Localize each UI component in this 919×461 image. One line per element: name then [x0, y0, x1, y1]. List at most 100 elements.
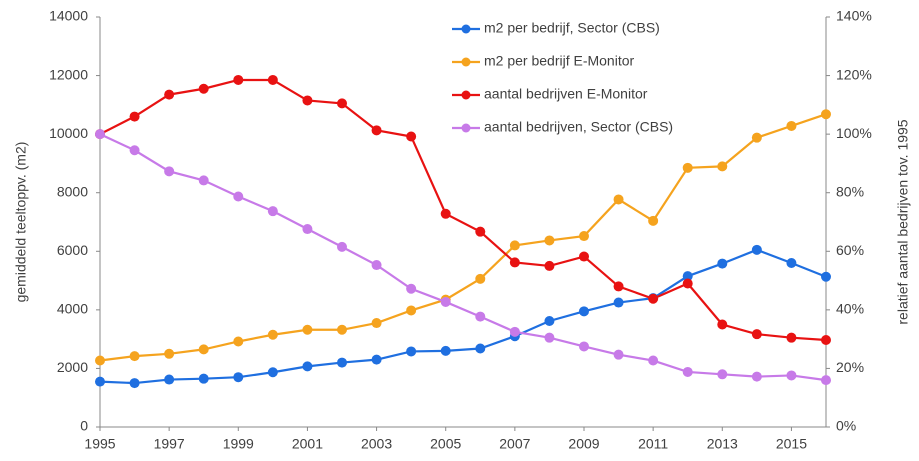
point [821, 375, 831, 386]
point [164, 166, 175, 177]
point [164, 89, 175, 100]
point [579, 231, 589, 242]
point [475, 343, 486, 354]
series-line [99, 78, 827, 342]
point [95, 376, 105, 387]
point [198, 344, 209, 355]
legend-marker [461, 57, 471, 67]
point [371, 354, 382, 365]
x-tick-label: 2015 [776, 436, 807, 452]
y2-tick-label: 100% [836, 125, 872, 141]
point [233, 372, 244, 383]
point [267, 206, 278, 217]
point [544, 260, 555, 271]
point [337, 324, 347, 335]
y-tick-label: 10000 [49, 125, 88, 141]
y-tick-label: 6000 [57, 242, 88, 258]
series-line [99, 133, 827, 382]
point [233, 191, 244, 202]
legend-label: aantal bedrijven E-Monitor [484, 86, 648, 102]
point [648, 215, 659, 226]
y2-axis-label: relatief aantal bedrijven tov. 1995 [895, 119, 911, 324]
point [682, 271, 693, 282]
x-tick-label: 1995 [84, 436, 115, 452]
y2-tick-label: 120% [836, 66, 872, 82]
series-line [99, 248, 827, 385]
y2-tick-label: 80% [836, 183, 864, 199]
point [267, 329, 278, 340]
legend-label: m2 per bedrijf E-Monitor [484, 53, 635, 69]
series-line [99, 113, 827, 362]
point [406, 346, 417, 357]
y2-tick-label: 40% [836, 301, 864, 317]
point [648, 355, 659, 366]
point [198, 175, 209, 186]
point [786, 120, 797, 131]
point [302, 324, 313, 335]
point [717, 319, 728, 330]
x-tick-label: 2005 [430, 436, 461, 452]
point [198, 373, 209, 384]
y-tick-label: 14000 [49, 8, 88, 24]
point [95, 129, 105, 140]
point [440, 345, 451, 356]
point [579, 251, 589, 262]
point [233, 336, 244, 347]
point [613, 194, 624, 205]
point [406, 131, 417, 142]
y2-tick-label: 0% [836, 418, 856, 434]
point [267, 74, 278, 85]
point [302, 95, 313, 106]
point [337, 357, 347, 368]
x-tick-label: 2007 [499, 436, 530, 452]
point [371, 260, 382, 271]
legend-marker [461, 90, 471, 100]
point [475, 311, 486, 322]
point [371, 125, 382, 136]
x-tick-label: 2009 [568, 436, 599, 452]
point [129, 145, 140, 156]
point [786, 258, 797, 268]
point [613, 281, 624, 292]
point [371, 318, 382, 329]
point [786, 332, 797, 343]
point [164, 348, 175, 359]
point [440, 208, 451, 219]
point [129, 351, 140, 362]
legend-label: m2 per bedrijf, Sector (CBS) [484, 20, 660, 36]
x-tick-label: 1997 [154, 436, 185, 452]
y-tick-label: 2000 [57, 359, 88, 375]
point [821, 335, 831, 346]
x-tick-label: 2011 [638, 436, 668, 452]
point [682, 162, 693, 173]
legend-marker [461, 24, 471, 34]
legend-label: aantal bedrijven, Sector (CBS) [484, 119, 673, 135]
point [648, 293, 659, 304]
x-tick-label: 2003 [361, 436, 392, 452]
point [786, 370, 797, 381]
point [164, 374, 175, 385]
point [198, 83, 209, 94]
point [509, 257, 520, 268]
point [751, 244, 762, 255]
point [129, 111, 140, 122]
point [406, 283, 417, 294]
x-tick-label: 2001 [292, 436, 323, 452]
y2-tick-label: 60% [836, 242, 864, 258]
y2-tick-label: 140% [836, 8, 872, 24]
point [751, 329, 762, 340]
point [717, 258, 728, 269]
point [337, 241, 347, 252]
y-tick-label: 8000 [57, 183, 88, 199]
point [475, 226, 486, 237]
point [475, 273, 486, 284]
point [821, 109, 831, 120]
point [613, 297, 624, 308]
point [337, 98, 347, 109]
point [509, 326, 520, 337]
point [751, 132, 762, 143]
y-tick-label: 0 [80, 418, 88, 434]
point [267, 367, 278, 378]
point [682, 366, 693, 377]
